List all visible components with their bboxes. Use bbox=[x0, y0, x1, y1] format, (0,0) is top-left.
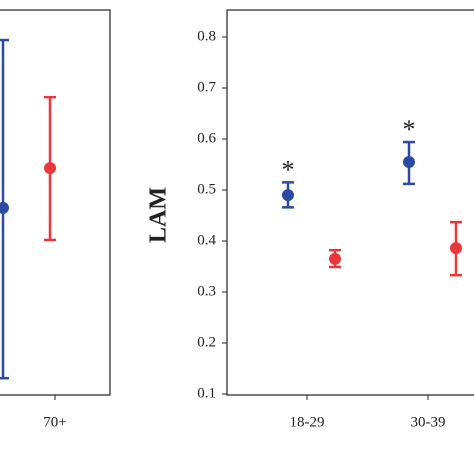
point bbox=[282, 189, 294, 202]
y-tick-label: 0.7 bbox=[197, 79, 216, 95]
x-tick-label: 70+ bbox=[43, 414, 66, 430]
y-axis-label: LAM bbox=[146, 187, 172, 243]
y-tick-label: 0.2 bbox=[197, 334, 216, 350]
left-panel-frame bbox=[0, 9, 111, 396]
x-tick-label: 18-29 bbox=[290, 414, 325, 430]
point bbox=[403, 155, 415, 168]
point bbox=[329, 252, 341, 265]
point bbox=[0, 201, 9, 214]
y-tick-label: 0.5 bbox=[197, 181, 216, 197]
y-tick-label: 0.4 bbox=[197, 232, 216, 248]
right-panel-frame bbox=[226, 9, 474, 396]
y-tick-label: 0.3 bbox=[197, 283, 216, 299]
x-tick-label: 30-39 bbox=[411, 414, 446, 430]
point bbox=[450, 242, 462, 255]
significance-mark: * bbox=[282, 155, 295, 184]
y-tick-label: 0.1 bbox=[197, 385, 216, 401]
significance-mark: * bbox=[403, 115, 416, 144]
y-tick-label: 0.6 bbox=[197, 130, 216, 146]
y-tick-label: 0.8 bbox=[197, 28, 216, 44]
point bbox=[44, 162, 56, 175]
